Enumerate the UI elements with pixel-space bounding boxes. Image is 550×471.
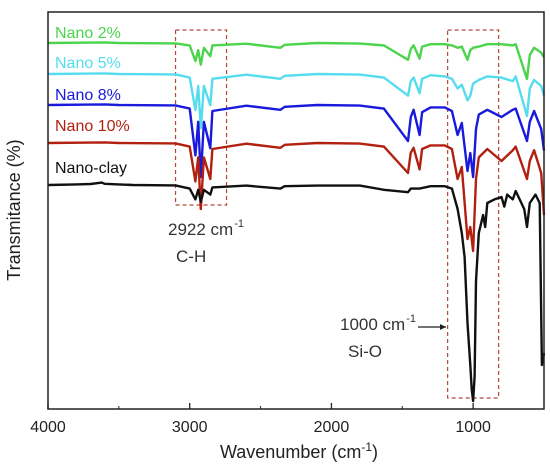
legend: Nano 2% Nano 5% Nano 8% Nano 10% Nano-clay — [55, 25, 130, 177]
annotation-box-0 — [174, 29, 228, 206]
annotation-sup-1: -1 — [406, 313, 416, 325]
series-line-4 — [47, 181, 546, 403]
series-line-0 — [47, 41, 546, 81]
series-line-2 — [47, 103, 546, 179]
annotation-group-0: C-H — [176, 247, 206, 266]
x-axis-ticks: 4000 3000 2000 1000 — [30, 403, 545, 436]
x-axis-title: Wavenumber (cm-1) — [220, 440, 378, 462]
annotation-label-0: 2922 cm — [168, 220, 233, 239]
plot-frame — [47, 11, 545, 410]
annotation-group-1: Si-O — [348, 342, 382, 361]
legend-label-1: Nano 5% — [55, 55, 121, 72]
y-axis-title: Transmitance (%) — [4, 139, 24, 280]
annotation-arrowhead — [440, 324, 446, 330]
x-tick-label-0: 4000 — [30, 419, 66, 436]
x-axis-title-tail: ) — [372, 442, 378, 462]
series-lines — [47, 41, 546, 403]
annotation-label-1: 1000 cm — [340, 315, 405, 334]
x-tick-label-2: 2000 — [314, 419, 350, 436]
annotation-boxes — [174, 29, 500, 399]
legend-label-3: Nano 10% — [55, 118, 130, 135]
x-axis-title-main: Wavenumber (cm — [220, 442, 361, 462]
legend-label-2: Nano 8% — [55, 87, 121, 104]
x-axis-title-sup: -1 — [361, 440, 372, 454]
x-tick-label-1: 3000 — [172, 419, 208, 436]
legend-label-0: Nano 2% — [55, 25, 121, 42]
series-line-1 — [47, 72, 546, 130]
series-line-3 — [47, 141, 546, 253]
legend-label-4: Nano-clay — [55, 160, 127, 177]
x-tick-label-3: 1000 — [455, 419, 491, 436]
annotation-sup-0: -1 — [234, 218, 244, 230]
